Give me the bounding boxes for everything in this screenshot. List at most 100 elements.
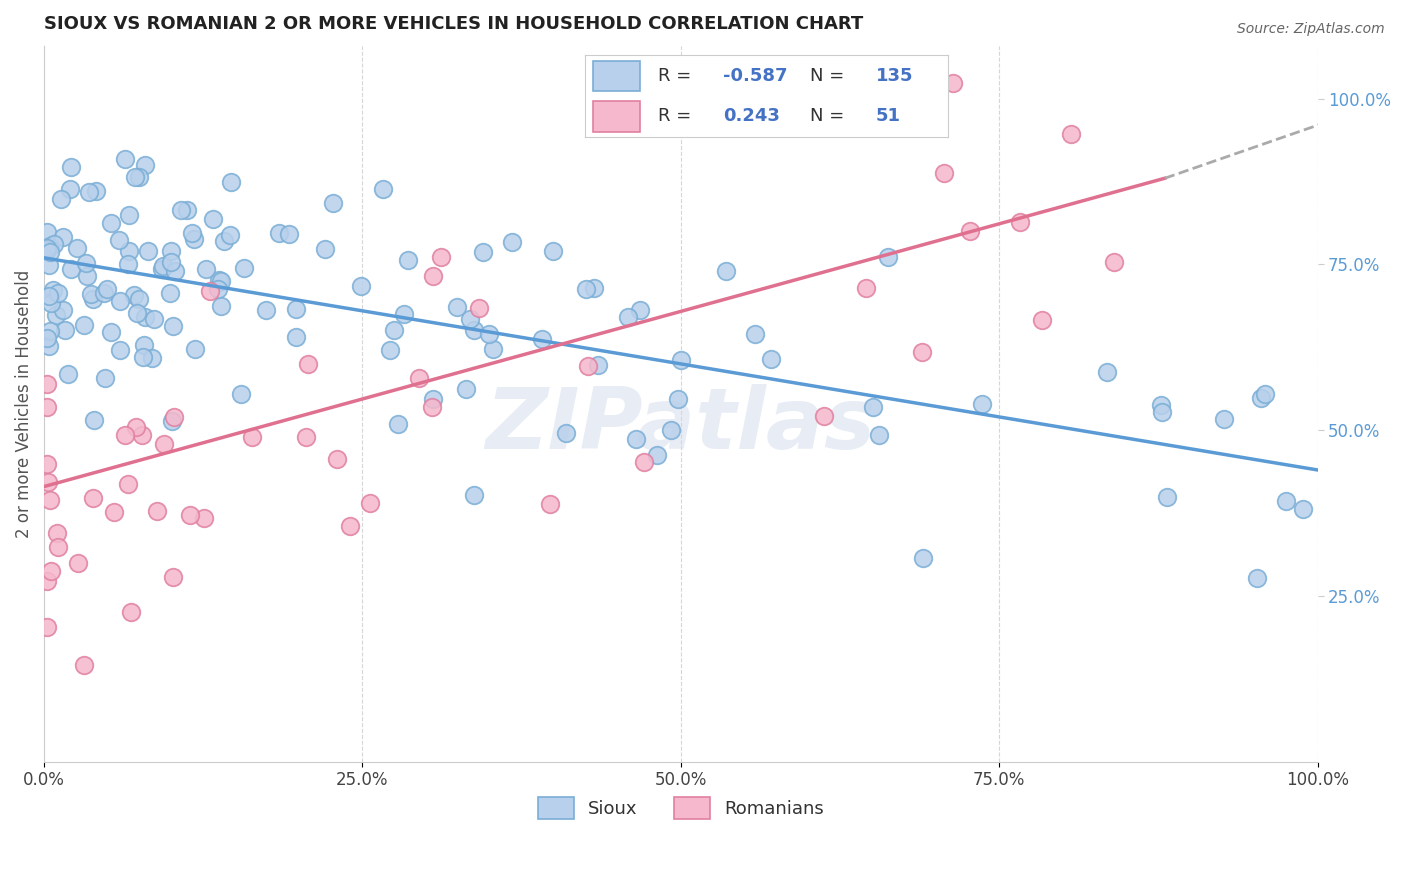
Point: [219, 175, 242, 189]
Point: [181, 226, 204, 240]
Point: [66, 241, 89, 255]
Point: [82, 491, 104, 505]
Point: [39, 492, 62, 507]
Point: [145, 504, 167, 518]
Point: [202, 211, 225, 226]
Point: [714, 263, 737, 277]
Point: [1246, 571, 1268, 585]
Point: [934, 166, 956, 180]
Point: [38, 324, 60, 338]
Text: Source: ZipAtlas.com: Source: ZipAtlas.com: [1237, 22, 1385, 37]
Point: [118, 208, 141, 222]
Point: [240, 430, 263, 444]
Point: [463, 488, 485, 502]
Point: [96, 282, 118, 296]
Point: [183, 232, 205, 246]
Point: [628, 302, 651, 317]
Point: [1102, 255, 1125, 269]
Point: [84, 184, 107, 198]
Point: [134, 158, 156, 172]
Point: [626, 432, 648, 446]
Point: [52, 302, 75, 317]
Point: [583, 280, 606, 294]
Point: [941, 76, 963, 90]
Point: [214, 234, 236, 248]
Point: [41, 564, 63, 578]
Point: [666, 392, 689, 407]
Point: [530, 333, 553, 347]
Point: [176, 203, 198, 218]
Point: [1095, 365, 1118, 379]
Point: [387, 417, 409, 432]
Point: [80, 287, 103, 301]
Point: [134, 338, 156, 352]
Point: [122, 287, 145, 301]
Point: [107, 233, 129, 247]
Point: [59, 182, 82, 196]
Point: [35, 244, 58, 258]
Point: [254, 303, 277, 318]
Legend: Sioux, Romanians: Sioux, Romanians: [530, 789, 831, 826]
Point: [38, 288, 60, 302]
Point: [35, 331, 58, 345]
Point: [46, 525, 69, 540]
Point: [108, 343, 131, 357]
Point: [162, 319, 184, 334]
Point: [326, 452, 349, 467]
Point: [39, 239, 62, 253]
Point: [295, 430, 318, 444]
Point: [73, 318, 96, 333]
Point: [576, 359, 599, 373]
Point: [1212, 411, 1234, 425]
Point: [117, 477, 139, 491]
Point: [314, 242, 336, 256]
Point: [179, 508, 201, 523]
Point: [1031, 312, 1053, 326]
Point: [471, 244, 494, 259]
Point: [339, 519, 361, 533]
Point: [229, 387, 252, 401]
Point: [430, 250, 453, 264]
Point: [912, 550, 935, 565]
Point: [159, 255, 181, 269]
Point: [100, 216, 122, 230]
Point: [285, 301, 308, 316]
Point: [868, 427, 890, 442]
Point: [446, 300, 468, 314]
Point: [456, 382, 478, 396]
Point: [813, 409, 835, 424]
Point: [373, 182, 395, 196]
Point: [1292, 502, 1315, 516]
Point: [645, 448, 668, 462]
Point: [184, 342, 207, 356]
Point: [103, 505, 125, 519]
Point: [136, 244, 159, 258]
Point: [209, 274, 232, 288]
Point: [744, 326, 766, 341]
Point: [761, 352, 783, 367]
Point: [586, 358, 609, 372]
Point: [46, 541, 69, 555]
Point: [396, 252, 419, 267]
Point: [38, 338, 60, 352]
Point: [160, 414, 183, 428]
Point: [153, 437, 176, 451]
Point: [35, 377, 58, 392]
Point: [422, 392, 444, 406]
Point: [60, 160, 83, 174]
Point: [350, 279, 373, 293]
Point: [1274, 494, 1296, 508]
Point: [278, 227, 301, 241]
Point: [53, 323, 76, 337]
Point: [862, 400, 884, 414]
Point: [46, 286, 69, 301]
Point: [170, 203, 193, 218]
Point: [163, 263, 186, 277]
Point: [82, 293, 104, 307]
Point: [35, 400, 58, 414]
Point: [159, 244, 181, 258]
Point: [108, 294, 131, 309]
Point: [284, 330, 307, 344]
Point: [322, 196, 344, 211]
Point: [422, 268, 444, 283]
